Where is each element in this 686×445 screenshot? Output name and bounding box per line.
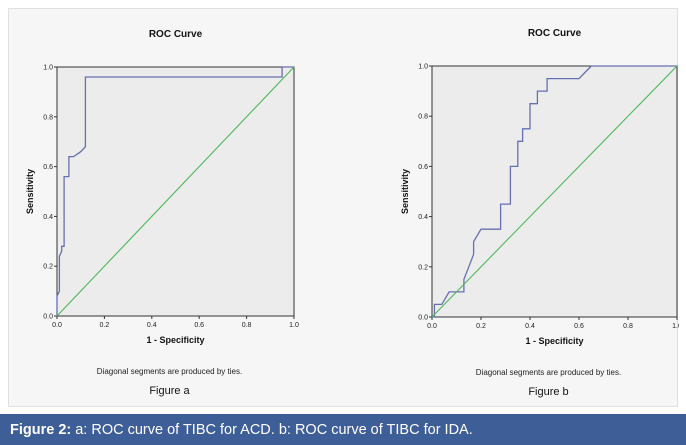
y-tick-label: 0.8 bbox=[418, 114, 428, 121]
roc-chart-b: ROC Curve 0.0 0.2 0.4 0.6 0.8 1.0 0.0 0.2 0.4 0.6 0… bbox=[400, 28, 679, 398]
y-tick-label: 0.0 bbox=[418, 315, 428, 322]
x-tick-label: 0.8 bbox=[623, 323, 633, 330]
x-axis-label: 1 - Specificity bbox=[525, 336, 583, 346]
figure-sublabel: Figure b bbox=[528, 386, 568, 398]
roc-curve-line bbox=[56, 66, 294, 316]
chart-canvas: ROC Curve 0.0 0.2 0.4 0.6 0.8 1.0 0.0 0.2 0.4 0.6 0… bbox=[25, 28, 679, 398]
y-tick-label: 0.2 bbox=[418, 264, 428, 271]
y-tick-label: 0.0 bbox=[43, 314, 53, 321]
roc-curve-line bbox=[432, 65, 677, 318]
x-tick-label: 0.8 bbox=[242, 322, 252, 329]
x-tick-label: 0.4 bbox=[525, 323, 535, 330]
figure-sublabel: Figure a bbox=[149, 385, 190, 397]
reference-diagonal-line bbox=[56, 66, 295, 317]
y-axis-label: Sensitivity bbox=[400, 169, 410, 214]
x-tick-label: 0.0 bbox=[52, 322, 62, 329]
y-tick-label: 1.0 bbox=[43, 65, 53, 72]
y-tick-label: 0.4 bbox=[418, 214, 428, 221]
x-tick-label: 0.4 bbox=[147, 322, 157, 329]
y-tick-label: 0.6 bbox=[418, 164, 428, 171]
caption-label: Figure 2: bbox=[10, 421, 72, 438]
figure-caption: Figure 2: a: ROC curve of TIBC for ACD. … bbox=[0, 414, 686, 445]
chart-title: ROC Curve bbox=[528, 28, 582, 39]
ties-footnote: Diagonal segments are produced by ties. bbox=[97, 367, 242, 376]
roc-chart-a: ROC Curve 0.0 0.2 0.4 0.6 0.8 1.0 0.0 0.2 0.4 0.6 0… bbox=[25, 29, 299, 397]
y-tick-label: 1.0 bbox=[418, 64, 428, 71]
y-tick-label: 0.4 bbox=[43, 214, 53, 221]
x-tick-label: 1.0 bbox=[672, 323, 679, 330]
x-axis-label: 1 - Specificity bbox=[146, 335, 204, 345]
x-tick-label: 0.6 bbox=[194, 322, 204, 329]
x-tick-label: 0.6 bbox=[574, 323, 584, 330]
chart-title: ROC Curve bbox=[149, 29, 203, 40]
x-tick-label: 0.2 bbox=[476, 323, 486, 330]
y-tick-label: 0.2 bbox=[43, 264, 53, 271]
ties-footnote: Diagonal segments are produced by ties. bbox=[476, 368, 621, 377]
y-tick-label: 0.6 bbox=[43, 164, 53, 171]
reference-diagonal-line bbox=[431, 65, 678, 318]
x-tick-label: 1.0 bbox=[289, 322, 299, 329]
figure-panel: ROC Curve 0.0 0.2 0.4 0.6 0.8 1.0 0.0 0.2 0.4 0.6 0… bbox=[8, 8, 679, 407]
y-axis-label: Sensitivity bbox=[25, 169, 35, 214]
caption-text: a: ROC curve of TIBC for ACD. b: ROC cur… bbox=[75, 421, 473, 438]
x-tick-label: 0.0 bbox=[427, 323, 437, 330]
x-tick-label: 0.2 bbox=[100, 322, 110, 329]
y-tick-label: 0.8 bbox=[43, 114, 53, 121]
